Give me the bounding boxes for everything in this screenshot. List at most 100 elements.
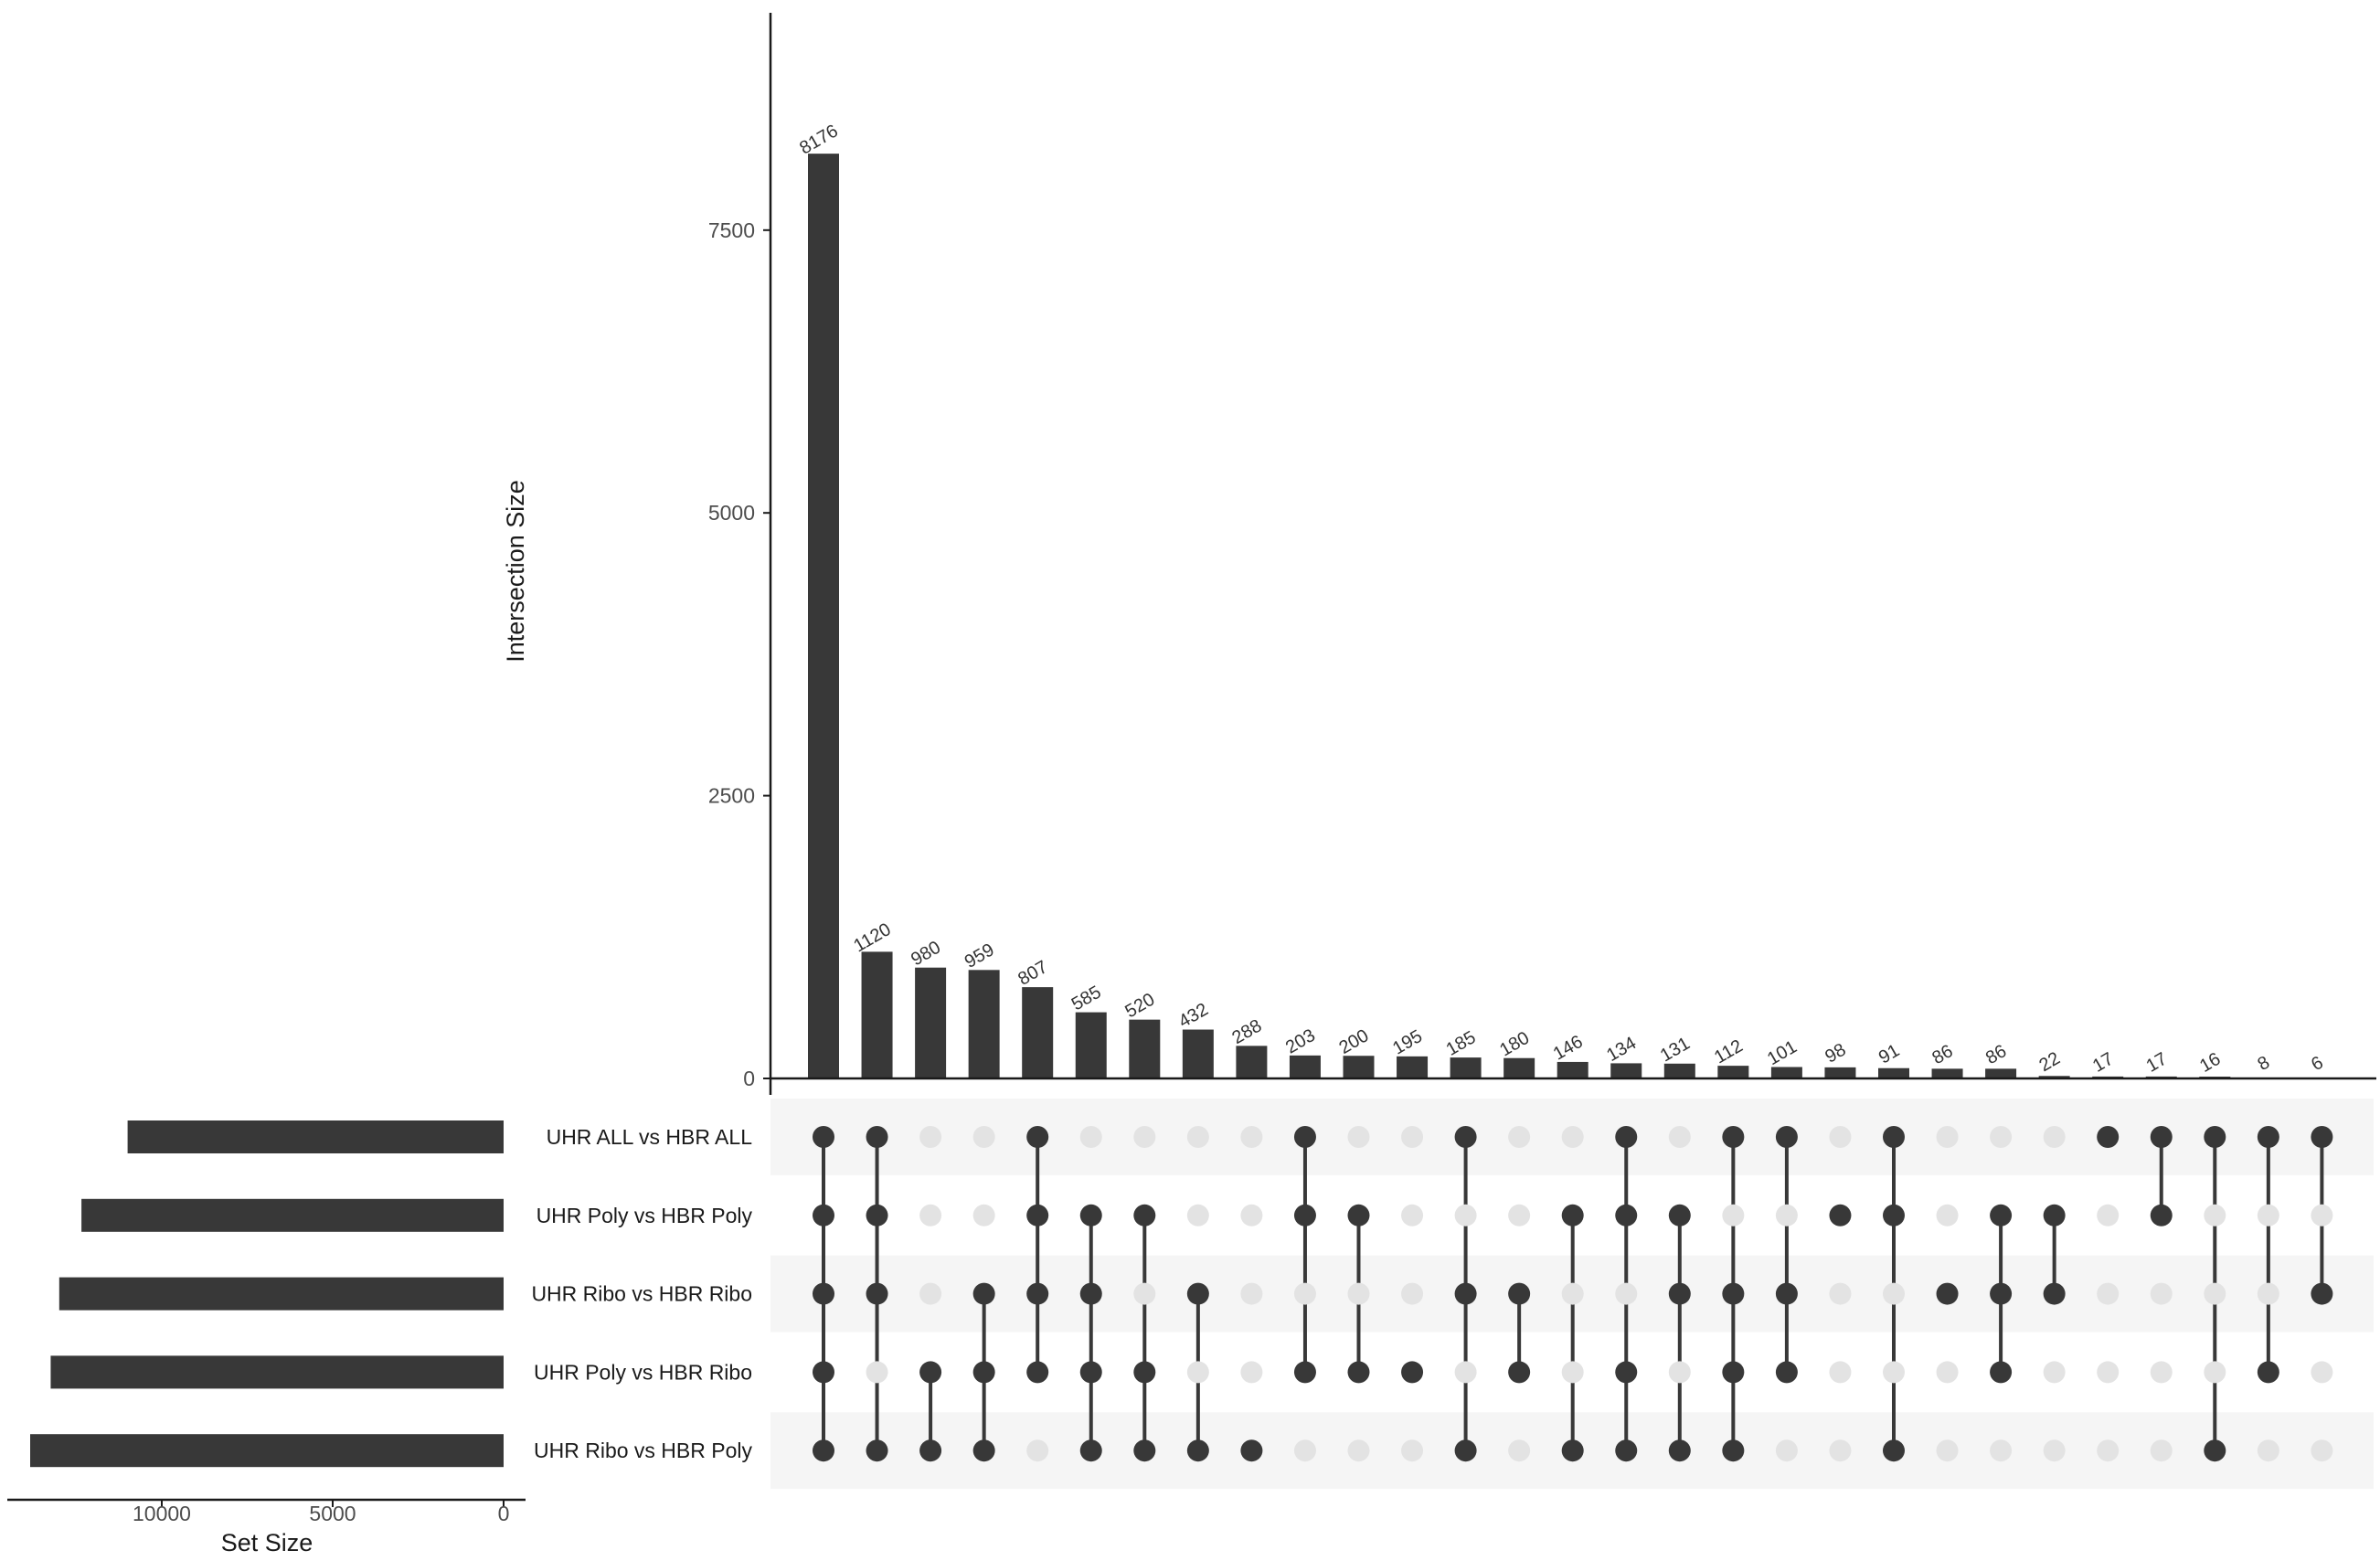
matrix-dot-inactive — [2097, 1282, 2120, 1305]
intersection-bar-label: 195 — [1389, 1026, 1426, 1059]
y-axis-tick-label: 0 — [743, 1067, 755, 1090]
matrix-dot-inactive — [1829, 1361, 1852, 1384]
matrix-dot-inactive — [1293, 1439, 1316, 1462]
intersection-bar-label: 134 — [1603, 1033, 1640, 1066]
matrix-dot-active — [1508, 1282, 1531, 1305]
matrix-dot-inactive — [1883, 1361, 1905, 1384]
matrix-dot-active — [1722, 1361, 1745, 1384]
intersection-bar — [1663, 1063, 1695, 1078]
intersection-matrix — [813, 1126, 2333, 1462]
matrix-dot-active — [972, 1439, 995, 1462]
matrix-dot-inactive — [919, 1204, 942, 1226]
matrix-dot-inactive — [1240, 1282, 1263, 1305]
matrix-dot-active — [1561, 1204, 1584, 1226]
matrix-dot-inactive — [1079, 1126, 1102, 1148]
intersection-bar — [1985, 1068, 2017, 1078]
matrix-dot-inactive — [1454, 1361, 1477, 1384]
matrix-dot-active — [972, 1282, 995, 1305]
matrix-dot-inactive — [1240, 1361, 1263, 1384]
matrix-dot-inactive — [1133, 1126, 1156, 1148]
matrix-dot-active — [919, 1439, 942, 1462]
y-axis-tick-label: 2500 — [708, 784, 755, 808]
intersection-bar — [1503, 1057, 1535, 1078]
matrix-dot-active — [1079, 1439, 1102, 1462]
matrix-dot-inactive — [1186, 1126, 1209, 1148]
intersection-bar-label: 288 — [1228, 1015, 1265, 1048]
matrix-dot-active — [1401, 1361, 1424, 1384]
matrix-dot-active — [1883, 1439, 1905, 1462]
matrix-dot-active — [2204, 1439, 2226, 1462]
matrix-dot-active — [813, 1361, 834, 1384]
set-label: UHR ALL vs HBR ALL — [547, 1125, 753, 1149]
matrix-dot-inactive — [1561, 1282, 1584, 1305]
matrix-dot-inactive — [2043, 1439, 2066, 1462]
matrix-dot-inactive — [2257, 1282, 2279, 1305]
y-axis-tick-label: 5000 — [708, 501, 755, 525]
intersection-bar — [1343, 1056, 1375, 1078]
matrix-dot-active — [1775, 1361, 1798, 1384]
intersection-bar-label: 98 — [1822, 1040, 1849, 1067]
matrix-dot-inactive — [1293, 1282, 1316, 1305]
matrix-dot-active — [2150, 1126, 2173, 1148]
matrix-dot-inactive — [1990, 1439, 2013, 1462]
set-size-bar — [30, 1434, 504, 1468]
intersection-bar-label: 185 — [1443, 1027, 1480, 1060]
set-label: UHR Ribo vs HBR Poly — [534, 1439, 752, 1462]
matrix-dot-inactive — [919, 1282, 942, 1305]
intersection-bar-label: 807 — [1015, 957, 1051, 990]
intersection-bar — [1824, 1067, 1856, 1078]
matrix-dot-inactive — [1454, 1204, 1477, 1226]
axes: 0 2500 5000 7500 10000 5000 0 — [7, 13, 2376, 1525]
y-axis-title: Intersection Size — [502, 480, 529, 663]
matrix-dot-inactive — [1936, 1204, 1959, 1226]
matrix-dot-inactive — [1401, 1439, 1424, 1462]
set-size-axis-tick-label: 0 — [498, 1502, 510, 1525]
matrix-dot-active — [866, 1204, 888, 1226]
matrix-dot-active — [1454, 1126, 1477, 1148]
intersection-bar-label: 146 — [1550, 1032, 1587, 1065]
matrix-dot-inactive — [1561, 1126, 1584, 1148]
matrix-dot-inactive — [1561, 1361, 1584, 1384]
matrix-dot-inactive — [2257, 1204, 2279, 1226]
intersection-bar — [1022, 987, 1054, 1078]
set-size-bars — [30, 1120, 505, 1468]
intersection-bar — [1129, 1019, 1161, 1078]
matrix-dot-active — [2097, 1126, 2120, 1148]
set-labels: UHR ALL vs HBR ALL UHR Poly vs HBR Poly UH… — [531, 1125, 752, 1462]
matrix-dot-active — [866, 1282, 888, 1305]
matrix-dot-inactive — [1240, 1204, 1263, 1226]
matrix-dot-inactive — [919, 1126, 942, 1148]
matrix-dot-active — [813, 1439, 834, 1462]
matrix-dot-active — [972, 1361, 995, 1384]
matrix-dot-active — [1293, 1126, 1316, 1148]
matrix-dot-active — [1883, 1126, 1905, 1148]
matrix-dot-inactive — [2204, 1204, 2226, 1226]
intersection-bar-label: 585 — [1068, 982, 1105, 1015]
intersection-bar-label: 112 — [1711, 1035, 1747, 1067]
matrix-dot-active — [1615, 1126, 1638, 1148]
matrix-dot-active — [2204, 1126, 2226, 1148]
matrix-dot-inactive — [1401, 1282, 1424, 1305]
matrix-dot-active — [2043, 1204, 2066, 1226]
matrix-dot-active — [813, 1282, 834, 1305]
intersection-bar-label: 86 — [1928, 1041, 1956, 1068]
matrix-dot-inactive — [1401, 1126, 1424, 1148]
matrix-dot-active — [1668, 1439, 1691, 1462]
matrix-dot-inactive — [1829, 1126, 1852, 1148]
intersection-bar — [1557, 1061, 1588, 1078]
intersection-bar-label: 101 — [1764, 1036, 1801, 1069]
matrix-dot-active — [1079, 1361, 1102, 1384]
intersection-bars — [808, 154, 2338, 1079]
matrix-dot-active — [1615, 1361, 1638, 1384]
matrix-dot-inactive — [2311, 1361, 2333, 1384]
matrix-dot-active — [1668, 1204, 1691, 1226]
matrix-dot-inactive — [1668, 1126, 1691, 1148]
matrix-dot-inactive — [1401, 1204, 1424, 1226]
matrix-dot-active — [1990, 1361, 2013, 1384]
matrix-dot-inactive — [1615, 1282, 1638, 1305]
matrix-dot-inactive — [2150, 1439, 2173, 1462]
matrix-dot-active — [2311, 1126, 2333, 1148]
matrix-dot-active — [2257, 1361, 2279, 1384]
matrix-dot-inactive — [1829, 1282, 1852, 1305]
